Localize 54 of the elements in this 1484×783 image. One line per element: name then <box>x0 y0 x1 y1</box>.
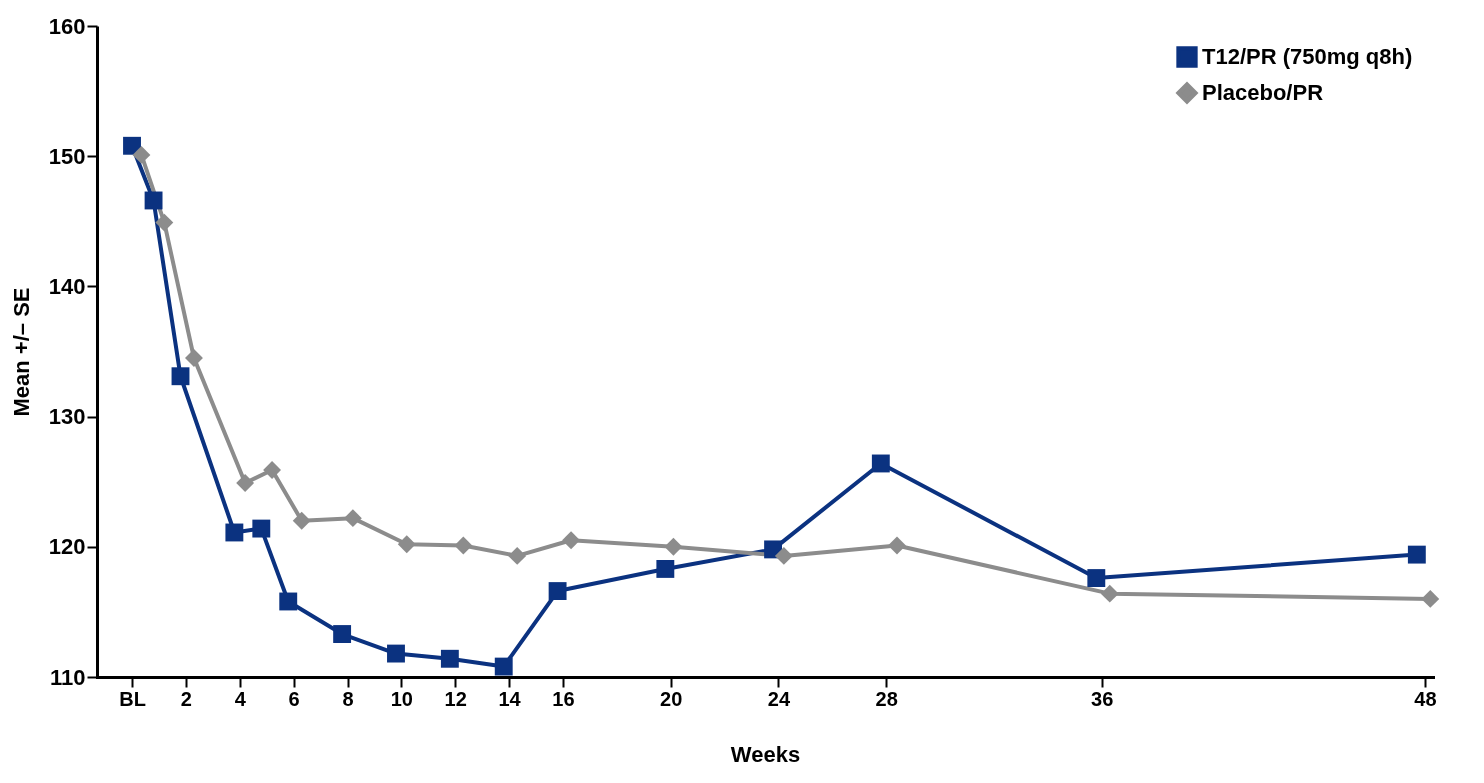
point <box>397 535 416 554</box>
y-tick-label: 140 <box>48 273 86 299</box>
point <box>343 509 362 528</box>
y-tick-label: 120 <box>48 534 86 560</box>
y-tick-label: 110 <box>50 664 86 690</box>
point <box>508 546 527 565</box>
point <box>279 592 298 611</box>
point <box>132 145 151 164</box>
y-axis-title: Mean +/– SE <box>8 287 34 417</box>
point <box>144 191 163 210</box>
legend-label: T12/PR (750mg q8h) <box>1202 44 1413 69</box>
point <box>292 511 311 530</box>
point <box>774 546 793 565</box>
x-tick-label: 36 <box>1091 687 1114 710</box>
point <box>252 519 271 538</box>
x-tick-label: 14 <box>498 687 522 710</box>
x-tick-label: 6 <box>288 687 300 710</box>
point <box>454 536 473 555</box>
point <box>656 559 675 578</box>
x-tick-label: 8 <box>342 687 354 710</box>
point <box>664 537 683 556</box>
y-tick-label: 150 <box>48 143 86 169</box>
point <box>387 644 405 663</box>
point <box>155 213 174 232</box>
x-tick-label: BL <box>119 687 146 710</box>
x-tick-label: 12 <box>444 687 467 710</box>
point <box>871 454 890 473</box>
point <box>236 474 255 492</box>
point <box>333 625 352 643</box>
x-tick-label: 24 <box>767 687 791 710</box>
point <box>1421 589 1440 608</box>
y-tick-label: 160 <box>48 13 86 39</box>
x-tick-label: 16 <box>552 687 575 710</box>
point <box>171 367 190 386</box>
x-tick-label: 10 <box>390 687 413 710</box>
point <box>225 523 244 542</box>
point <box>548 582 567 601</box>
x-tick-label: 20 <box>660 687 683 710</box>
point <box>440 649 459 668</box>
point <box>888 536 906 555</box>
point <box>185 349 203 367</box>
point <box>562 531 581 550</box>
x-tick-label: 2 <box>180 687 192 710</box>
point <box>263 461 282 479</box>
point <box>1100 584 1119 603</box>
x-tick-label: 4 <box>234 687 247 710</box>
point <box>1087 569 1106 587</box>
y-tick-label: 130 <box>48 404 86 430</box>
point <box>1407 545 1426 564</box>
x-tick-label: 48 <box>1414 687 1437 710</box>
point <box>494 657 513 676</box>
legend-label: Placebo/PR <box>1202 80 1324 105</box>
x-tick-label: 28 <box>875 687 898 710</box>
x-axis-title: Weeks <box>730 741 801 767</box>
